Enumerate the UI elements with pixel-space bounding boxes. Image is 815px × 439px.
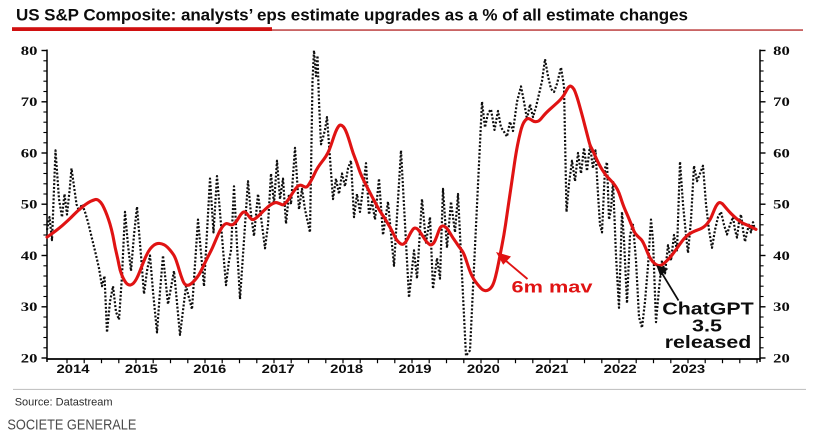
- svg-text:40: 40: [773, 248, 790, 263]
- svg-text:3.5: 3.5: [692, 316, 722, 336]
- svg-text:50: 50: [21, 197, 38, 212]
- svg-text:US S&P Composite: analysts’ ep: US S&P Composite: analysts’ eps estimate…: [16, 6, 688, 25]
- svg-text:70: 70: [21, 94, 38, 109]
- svg-text:2018: 2018: [330, 362, 363, 376]
- svg-text:2019: 2019: [399, 362, 432, 376]
- svg-text:2015: 2015: [125, 362, 158, 376]
- svg-text:SOCIETE GENERALE: SOCIETE GENERALE: [7, 417, 136, 433]
- svg-text:70: 70: [773, 94, 790, 109]
- svg-text:2016: 2016: [193, 362, 226, 376]
- svg-text:2022: 2022: [604, 362, 637, 376]
- svg-text:20: 20: [21, 350, 38, 365]
- svg-text:ChatGPT: ChatGPT: [662, 298, 754, 318]
- svg-text:50: 50: [773, 197, 790, 212]
- svg-text:released: released: [665, 332, 752, 352]
- svg-text:2023: 2023: [672, 362, 705, 376]
- svg-text:30: 30: [21, 299, 38, 314]
- svg-text:2021: 2021: [535, 362, 568, 376]
- svg-text:80: 80: [21, 43, 38, 58]
- svg-text:20: 20: [773, 350, 790, 365]
- svg-text:60: 60: [773, 145, 790, 160]
- svg-text:Source: Datastream: Source: Datastream: [15, 397, 113, 409]
- svg-text:60: 60: [21, 145, 38, 160]
- svg-text:2017: 2017: [262, 362, 295, 376]
- svg-text:2020: 2020: [467, 362, 500, 376]
- svg-text:40: 40: [21, 248, 38, 263]
- svg-text:2014: 2014: [57, 362, 90, 376]
- svg-text:6m mav: 6m mav: [512, 278, 594, 297]
- svg-text:80: 80: [773, 43, 790, 58]
- svg-text:30: 30: [773, 299, 790, 314]
